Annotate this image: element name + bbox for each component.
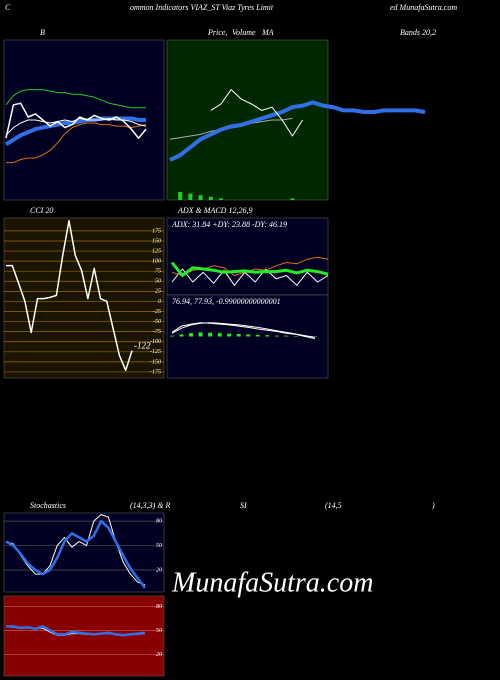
- chart-title: B: [40, 28, 45, 37]
- series-line: [5, 519, 146, 589]
- y-tick-label: 50: [156, 628, 162, 634]
- chart-title: Bands 20,2: [400, 28, 436, 37]
- y-tick-label: 50: [155, 279, 161, 285]
- chart-title: ADX & MACD 12,26,9: [177, 206, 252, 215]
- header-text: ommon Indicators VIAZ_ST Viaz Tyres Limi…: [130, 3, 274, 12]
- series-line: [5, 514, 146, 586]
- series-line: [171, 268, 329, 286]
- series-line: [171, 322, 316, 338]
- y-tick-label: -175: [150, 369, 161, 375]
- header-text: ed MunafaSutra.com: [390, 3, 457, 12]
- y-tick-label: 100: [152, 258, 161, 264]
- bar: [198, 195, 203, 200]
- header-text: C: [5, 3, 11, 12]
- y-tick-label: -25: [153, 309, 161, 315]
- series-line: [171, 322, 316, 340]
- series-line: [6, 625, 146, 637]
- bar: [198, 332, 203, 337]
- bar: [255, 334, 260, 337]
- y-tick-label: 50: [156, 543, 162, 549]
- chart-title: SI: [240, 501, 247, 510]
- y-tick-label: -125: [150, 349, 161, 355]
- series-line: [210, 89, 304, 137]
- y-tick-label: 20: [156, 567, 162, 573]
- bar: [179, 334, 184, 337]
- series-line: [5, 89, 146, 109]
- chart-title: ): [431, 501, 435, 510]
- series-line: [6, 122, 147, 164]
- series-line: [6, 220, 133, 372]
- panel: [3, 595, 165, 677]
- series-line: [169, 100, 426, 162]
- bar: [208, 332, 213, 337]
- series-line: [4, 116, 146, 147]
- watermark: MunafaSutra.com: [171, 567, 373, 598]
- chart-title: (14,5: [325, 501, 342, 510]
- chart-title: Price,: [207, 28, 227, 37]
- bar: [208, 196, 213, 200]
- bar: [293, 336, 298, 337]
- chart-title: Stochastics: [30, 501, 66, 510]
- chart-title: Volume: [232, 28, 256, 37]
- panel: [166, 217, 329, 296]
- panel: [166, 39, 329, 201]
- y-tick-label: 175: [152, 228, 161, 234]
- indicator-text: 76.94, 77.93, -0.99000000000001: [172, 297, 281, 306]
- y-tick-label: 25: [155, 289, 161, 295]
- y-tick-label: -150: [150, 359, 161, 365]
- bar: [189, 333, 194, 337]
- bar: [178, 192, 183, 200]
- bar: [188, 193, 193, 200]
- chart-title: MA: [261, 28, 274, 37]
- bar: [246, 334, 251, 337]
- y-tick-label: 80: [156, 604, 162, 610]
- chart-title: CCI 20: [30, 206, 53, 215]
- y-tick-label: -100: [150, 339, 161, 345]
- bar: [170, 335, 174, 337]
- series-line: [5, 102, 147, 139]
- y-tick-label: -75: [153, 329, 161, 335]
- indicator-text: ADX: 31.84 +DY: 23.88 -DY: 46.19: [171, 220, 287, 229]
- chart-title: (14,3,3) & R: [130, 501, 171, 510]
- bar: [313, 336, 317, 337]
- series-line: [170, 261, 329, 277]
- bar: [227, 333, 232, 337]
- y-tick-label: 80: [156, 519, 162, 525]
- bar: [236, 334, 241, 337]
- y-tick-label: 0: [158, 299, 161, 305]
- bar: [217, 333, 222, 337]
- panel: [3, 217, 165, 379]
- bar: [265, 335, 270, 337]
- bar: [284, 335, 289, 337]
- data-label: -122: [134, 341, 151, 351]
- y-tick-label: 150: [152, 238, 161, 244]
- y-tick-label: 75: [155, 269, 161, 275]
- y-tick-label: 125: [152, 248, 161, 254]
- y-tick-label: -50: [153, 319, 161, 325]
- bar: [290, 198, 295, 200]
- bar: [219, 198, 223, 200]
- bar: [274, 335, 279, 337]
- y-tick-label: 20: [156, 652, 162, 658]
